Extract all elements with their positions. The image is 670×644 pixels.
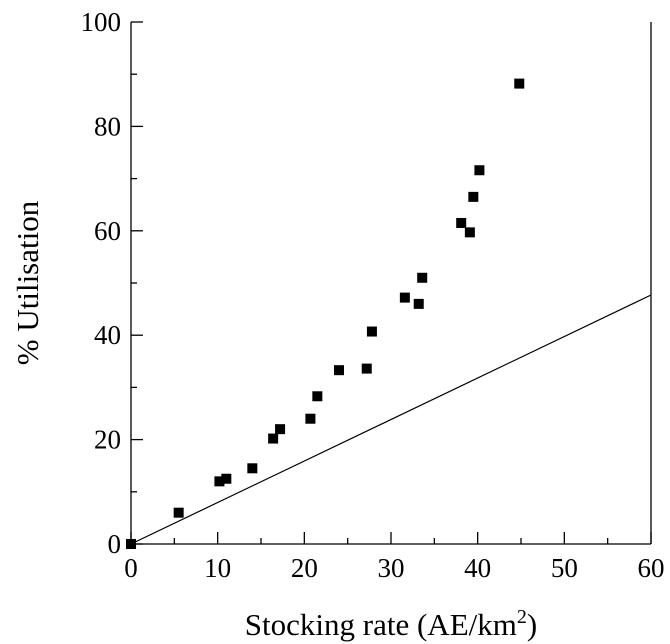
data-point	[214, 476, 225, 487]
x-tick-label: 0	[124, 553, 138, 583]
y-tick-label: 0	[108, 529, 122, 559]
x-tick-label: 40	[464, 553, 491, 583]
y-tick-label: 100	[81, 7, 122, 37]
y-tick-label: 80	[94, 111, 121, 141]
data-point	[456, 217, 467, 228]
y-tick-label: 20	[94, 425, 121, 455]
x-axis-ticks: 0 10 20 30 40 50 60	[124, 532, 665, 583]
data-point	[275, 424, 286, 435]
data-point	[474, 165, 485, 176]
x-tick-label: 50	[551, 553, 578, 583]
x-tick-label: 10	[204, 553, 231, 583]
data-point	[126, 539, 136, 549]
data-point	[268, 433, 279, 444]
data-point	[417, 272, 428, 283]
plot-frame	[130, 22, 652, 545]
reference-line	[130, 294, 652, 545]
y-axis-title: % Utilisation	[10, 200, 45, 365]
x-tick-label: 60	[638, 553, 665, 583]
data-point	[514, 78, 525, 89]
x-tick-label: 30	[378, 553, 405, 583]
data-point	[221, 473, 232, 484]
data-point	[247, 463, 258, 474]
data-point	[361, 363, 372, 374]
y-tick-label: 40	[94, 320, 121, 350]
data-point	[305, 413, 316, 424]
y-axis-ticks: 0 20 40 60 80 100	[81, 7, 143, 559]
x-axis-title: Stocking rate (AE/km2)	[245, 606, 537, 642]
reference-line-group	[130, 294, 652, 545]
x-tick-label: 20	[291, 553, 318, 583]
data-point	[399, 292, 410, 303]
data-point	[464, 227, 475, 238]
x-axis-title-superscript: 2	[517, 606, 527, 628]
data-point	[173, 507, 184, 518]
data-point	[468, 191, 479, 202]
y-tick-label: 60	[94, 216, 121, 246]
data-points	[126, 78, 525, 549]
data-point	[334, 365, 344, 376]
data-point	[312, 391, 323, 402]
data-point	[413, 298, 424, 309]
data-point	[366, 326, 377, 337]
